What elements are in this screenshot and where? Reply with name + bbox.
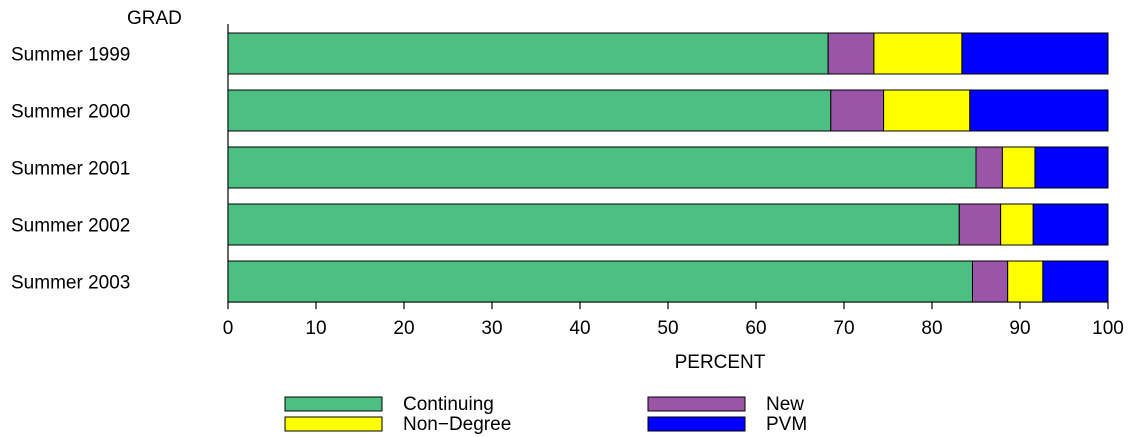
bar-segment-non-degree-4 <box>1000 203 1034 246</box>
bar-segment-pvm-1 <box>961 32 1109 75</box>
bar-segment-continuing-1 <box>227 32 829 75</box>
bar-segment-new-3 <box>975 146 1003 189</box>
x-tick-label: 40 <box>569 318 590 339</box>
bar-segment-new-1 <box>827 32 875 75</box>
legend: Continuing New Non−Degree PVM <box>284 394 807 435</box>
category-label: Summer 2003 <box>11 273 130 294</box>
x-tick-label: 100 <box>1092 318 1124 339</box>
bar-segment-continuing-3 <box>227 146 977 189</box>
legend-label: Non−Degree <box>403 414 511 435</box>
bars-layer <box>227 32 1109 303</box>
legend-swatch <box>284 416 383 432</box>
x-tick-label: 60 <box>745 318 766 339</box>
category-label: Summer 2000 <box>11 102 130 123</box>
x-tick-label: 50 <box>657 318 678 339</box>
category-label: Summer 2002 <box>11 216 130 237</box>
x-tick-label: 30 <box>481 318 502 339</box>
x-tick-label: 20 <box>393 318 414 339</box>
bar-segment-continuing-4 <box>227 203 960 246</box>
bar-segment-new-5 <box>971 260 1009 303</box>
bar-segment-pvm-3 <box>1034 146 1109 189</box>
bar-segment-pvm-4 <box>1032 203 1109 246</box>
x-tick-label: 90 <box>1009 318 1030 339</box>
legend-swatch <box>284 396 383 412</box>
x-ticks: 0 10 20 30 40 50 60 70 80 90 100 <box>223 302 1124 339</box>
legend-label: PVM <box>766 414 807 435</box>
bar-segment-new-2 <box>830 89 885 132</box>
bar-segment-continuing-5 <box>227 260 973 303</box>
category-label: Summer 1999 <box>11 45 130 66</box>
bar-segment-non-degree-3 <box>1001 146 1036 189</box>
bar-segment-pvm-5 <box>1042 260 1109 303</box>
y-axis-title: GRAD <box>127 8 182 29</box>
x-tick-label: 0 <box>223 318 234 339</box>
bar-segment-non-degree-2 <box>883 89 971 132</box>
x-tick-label: 10 <box>305 318 326 339</box>
legend-swatch <box>647 416 746 432</box>
bar-segment-non-degree-1 <box>873 32 963 75</box>
legend-label: Continuing <box>403 394 494 415</box>
x-tick-label: 70 <box>833 318 854 339</box>
legend-label: New <box>766 394 804 415</box>
bar-segment-pvm-2 <box>969 89 1109 132</box>
category-label: Summer 2001 <box>11 159 130 180</box>
bar-segment-continuing-2 <box>227 89 832 132</box>
bar-segment-new-4 <box>958 203 1002 246</box>
legend-swatch <box>647 396 746 412</box>
category-labels: Summer 1999 Summer 2000 Summer 2001 Summer … <box>11 45 130 294</box>
x-tick-label: 80 <box>921 318 942 339</box>
bar-segment-non-degree-5 <box>1007 260 1044 303</box>
x-axis-title: PERCENT <box>675 352 766 373</box>
